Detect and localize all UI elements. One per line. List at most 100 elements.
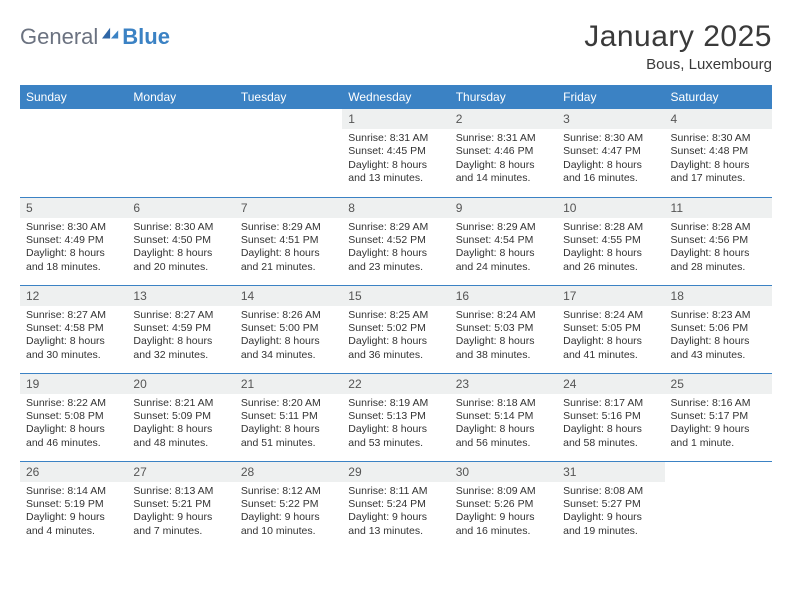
daylight-line: Daylight: 8 hours and 58 minutes.	[563, 423, 658, 450]
calendar-cell: 27Sunrise: 8:13 AMSunset: 5:21 PMDayligh…	[127, 461, 234, 549]
daylight-line: Daylight: 8 hours and 41 minutes.	[563, 335, 658, 362]
day-details: Sunrise: 8:31 AMSunset: 4:45 PMDaylight:…	[342, 129, 449, 190]
calendar-cell: 15Sunrise: 8:25 AMSunset: 5:02 PMDayligh…	[342, 285, 449, 373]
weekday-header: Monday	[127, 85, 234, 109]
day-number: 16	[450, 286, 557, 306]
calendar-cell: 2Sunrise: 8:31 AMSunset: 4:46 PMDaylight…	[450, 109, 557, 197]
day-number: 4	[665, 109, 772, 129]
daylight-line: Daylight: 8 hours and 18 minutes.	[26, 247, 121, 274]
sunset-line: Sunset: 4:48 PM	[671, 145, 766, 158]
sunrise-line: Sunrise: 8:16 AM	[671, 397, 766, 410]
sunrise-line: Sunrise: 8:12 AM	[241, 485, 336, 498]
day-number: 26	[20, 462, 127, 482]
day-details: Sunrise: 8:26 AMSunset: 5:00 PMDaylight:…	[235, 306, 342, 367]
sunset-line: Sunset: 5:05 PM	[563, 322, 658, 335]
brand-word-1: General	[20, 24, 98, 50]
daylight-line: Daylight: 9 hours and 1 minute.	[671, 423, 766, 450]
calendar-week: 19Sunrise: 8:22 AMSunset: 5:08 PMDayligh…	[20, 373, 772, 461]
daylight-line: Daylight: 8 hours and 34 minutes.	[241, 335, 336, 362]
sunset-line: Sunset: 4:54 PM	[456, 234, 551, 247]
sunrise-line: Sunrise: 8:28 AM	[671, 221, 766, 234]
calendar-cell: 10Sunrise: 8:28 AMSunset: 4:55 PMDayligh…	[557, 197, 664, 285]
day-details: Sunrise: 8:19 AMSunset: 5:13 PMDaylight:…	[342, 394, 449, 455]
day-details: Sunrise: 8:29 AMSunset: 4:52 PMDaylight:…	[342, 218, 449, 279]
sunset-line: Sunset: 5:02 PM	[348, 322, 443, 335]
day-number: 20	[127, 374, 234, 394]
sunrise-line: Sunrise: 8:09 AM	[456, 485, 551, 498]
sunset-line: Sunset: 4:45 PM	[348, 145, 443, 158]
sunset-line: Sunset: 4:56 PM	[671, 234, 766, 247]
day-details: Sunrise: 8:30 AMSunset: 4:49 PMDaylight:…	[20, 218, 127, 279]
sunset-line: Sunset: 5:27 PM	[563, 498, 658, 511]
weekday-row: SundayMondayTuesdayWednesdayThursdayFrid…	[20, 85, 772, 109]
sunset-line: Sunset: 5:09 PM	[133, 410, 228, 423]
day-details: Sunrise: 8:29 AMSunset: 4:51 PMDaylight:…	[235, 218, 342, 279]
calendar-week: 26Sunrise: 8:14 AMSunset: 5:19 PMDayligh…	[20, 461, 772, 549]
calendar-cell: 4Sunrise: 8:30 AMSunset: 4:48 PMDaylight…	[665, 109, 772, 197]
daylight-line: Daylight: 8 hours and 32 minutes.	[133, 335, 228, 362]
calendar-cell: 30Sunrise: 8:09 AMSunset: 5:26 PMDayligh…	[450, 461, 557, 549]
daylight-line: Daylight: 9 hours and 13 minutes.	[348, 511, 443, 538]
daylight-line: Daylight: 8 hours and 23 minutes.	[348, 247, 443, 274]
day-details: Sunrise: 8:29 AMSunset: 4:54 PMDaylight:…	[450, 218, 557, 279]
day-details: Sunrise: 8:14 AMSunset: 5:19 PMDaylight:…	[20, 482, 127, 543]
calendar-week: 1Sunrise: 8:31 AMSunset: 4:45 PMDaylight…	[20, 109, 772, 197]
day-number: 14	[235, 286, 342, 306]
calendar-cell: 13Sunrise: 8:27 AMSunset: 4:59 PMDayligh…	[127, 285, 234, 373]
calendar-cell: 23Sunrise: 8:18 AMSunset: 5:14 PMDayligh…	[450, 373, 557, 461]
day-number: 23	[450, 374, 557, 394]
sunrise-line: Sunrise: 8:28 AM	[563, 221, 658, 234]
day-number: 24	[557, 374, 664, 394]
day-details: Sunrise: 8:20 AMSunset: 5:11 PMDaylight:…	[235, 394, 342, 455]
page-title: January 2025	[584, 20, 772, 54]
day-number: 1	[342, 109, 449, 129]
sunrise-line: Sunrise: 8:29 AM	[456, 221, 551, 234]
sunrise-line: Sunrise: 8:19 AM	[348, 397, 443, 410]
day-number: 12	[20, 286, 127, 306]
sunrise-line: Sunrise: 8:31 AM	[456, 132, 551, 145]
sunrise-line: Sunrise: 8:24 AM	[456, 309, 551, 322]
sunrise-line: Sunrise: 8:08 AM	[563, 485, 658, 498]
daylight-line: Daylight: 8 hours and 51 minutes.	[241, 423, 336, 450]
sunrise-line: Sunrise: 8:11 AM	[348, 485, 443, 498]
daylight-line: Daylight: 8 hours and 53 minutes.	[348, 423, 443, 450]
sunset-line: Sunset: 4:47 PM	[563, 145, 658, 158]
calendar-cell: 12Sunrise: 8:27 AMSunset: 4:58 PMDayligh…	[20, 285, 127, 373]
calendar-cell: 6Sunrise: 8:30 AMSunset: 4:50 PMDaylight…	[127, 197, 234, 285]
weekday-header: Friday	[557, 85, 664, 109]
day-details: Sunrise: 8:27 AMSunset: 4:58 PMDaylight:…	[20, 306, 127, 367]
sunset-line: Sunset: 5:24 PM	[348, 498, 443, 511]
sunrise-line: Sunrise: 8:25 AM	[348, 309, 443, 322]
sunset-line: Sunset: 5:14 PM	[456, 410, 551, 423]
day-number: 7	[235, 198, 342, 218]
daylight-line: Daylight: 9 hours and 10 minutes.	[241, 511, 336, 538]
calendar-cell	[235, 109, 342, 197]
sunset-line: Sunset: 4:59 PM	[133, 322, 228, 335]
calendar-cell	[665, 461, 772, 549]
daylight-line: Daylight: 8 hours and 43 minutes.	[671, 335, 766, 362]
sunrise-line: Sunrise: 8:29 AM	[348, 221, 443, 234]
sunset-line: Sunset: 5:00 PM	[241, 322, 336, 335]
calendar-cell: 3Sunrise: 8:30 AMSunset: 4:47 PMDaylight…	[557, 109, 664, 197]
daylight-line: Daylight: 8 hours and 38 minutes.	[456, 335, 551, 362]
calendar-cell: 18Sunrise: 8:23 AMSunset: 5:06 PMDayligh…	[665, 285, 772, 373]
calendar-cell	[127, 109, 234, 197]
day-details: Sunrise: 8:13 AMSunset: 5:21 PMDaylight:…	[127, 482, 234, 543]
day-number: 3	[557, 109, 664, 129]
weekday-header: Saturday	[665, 85, 772, 109]
calendar-cell: 8Sunrise: 8:29 AMSunset: 4:52 PMDaylight…	[342, 197, 449, 285]
page-subtitle: Bous, Luxembourg	[584, 56, 772, 73]
calendar-cell: 7Sunrise: 8:29 AMSunset: 4:51 PMDaylight…	[235, 197, 342, 285]
calendar-cell: 1Sunrise: 8:31 AMSunset: 4:45 PMDaylight…	[342, 109, 449, 197]
day-details: Sunrise: 8:24 AMSunset: 5:03 PMDaylight:…	[450, 306, 557, 367]
sunset-line: Sunset: 5:03 PM	[456, 322, 551, 335]
daylight-line: Daylight: 8 hours and 28 minutes.	[671, 247, 766, 274]
day-details: Sunrise: 8:17 AMSunset: 5:16 PMDaylight:…	[557, 394, 664, 455]
daylight-line: Daylight: 8 hours and 48 minutes.	[133, 423, 228, 450]
daylight-line: Daylight: 9 hours and 4 minutes.	[26, 511, 121, 538]
sunrise-line: Sunrise: 8:14 AM	[26, 485, 121, 498]
daylight-line: Daylight: 8 hours and 17 minutes.	[671, 159, 766, 186]
daylight-line: Daylight: 8 hours and 30 minutes.	[26, 335, 121, 362]
day-number: 9	[450, 198, 557, 218]
day-number: 21	[235, 374, 342, 394]
